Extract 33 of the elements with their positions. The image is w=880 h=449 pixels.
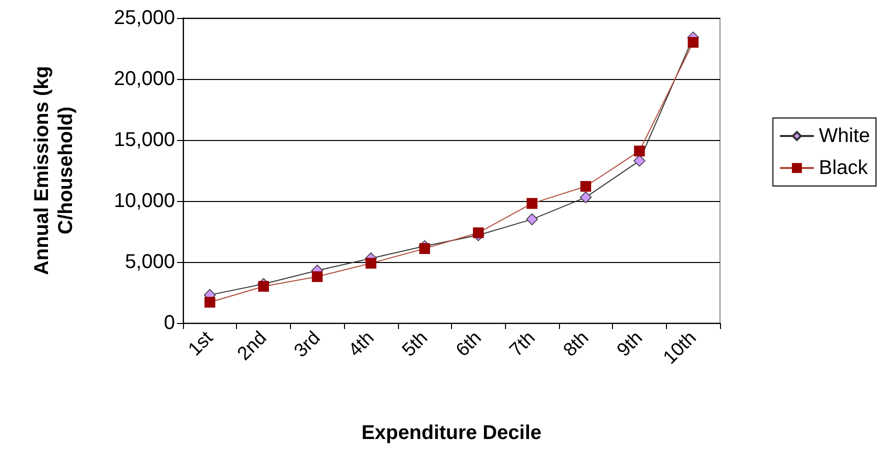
x-tick-label: 4th [344, 328, 378, 362]
x-tick-label: 8th [560, 328, 594, 362]
y-tick-label: 0 [164, 312, 175, 334]
point [366, 258, 376, 269]
y-tick-label: 10,000 [114, 190, 175, 212]
x-tick-label: 10th [660, 328, 701, 369]
point [312, 271, 323, 282]
x-tick-label: 1st [184, 327, 218, 360]
point [526, 213, 538, 226]
point [634, 146, 645, 156]
x-tick-label: 2nd [234, 328, 271, 365]
point [580, 191, 592, 204]
x-axis-title: Expenditure Decile [361, 422, 542, 444]
legend-label: White [818, 125, 870, 147]
point [258, 281, 269, 292]
y-tick-label: 25,000 [114, 7, 175, 29]
legend-label: Black [818, 157, 869, 179]
point [419, 243, 430, 254]
y-tick-label: 20,000 [114, 68, 175, 90]
x-tick-label: 7th [506, 328, 540, 362]
x-tick-label: 9th [613, 328, 647, 362]
point [688, 37, 699, 48]
point [526, 198, 538, 209]
x-tick-label: 5th [398, 328, 432, 362]
point [204, 296, 216, 308]
x-tick-label: 6th [452, 328, 486, 362]
point [634, 154, 646, 167]
point [472, 227, 484, 238]
y-axis-title: Annual Emissions (kg C/household) [31, 66, 77, 275]
x-tick-label: 3rd [290, 328, 325, 362]
y-tick-label: 5,000 [124, 251, 175, 273]
point [580, 180, 592, 192]
y-tick-label: 15,000 [114, 129, 175, 151]
